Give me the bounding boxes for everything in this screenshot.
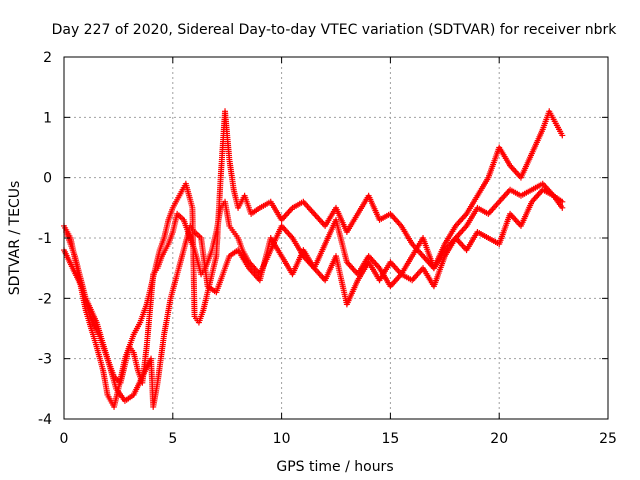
x-tick-label: 0 <box>60 431 69 447</box>
x-tick-label: 25 <box>599 431 617 447</box>
series-track-c <box>63 186 566 410</box>
y-tick-label: -2 <box>38 291 52 307</box>
chart-title: Day 227 of 2020, Sidereal Day-to-day VTE… <box>52 22 618 38</box>
grid-lines <box>64 57 608 419</box>
data-point <box>559 204 566 211</box>
x-axis-label: GPS time / hours <box>276 459 393 475</box>
y-tick-label: 1 <box>43 110 52 126</box>
y-axis-label: SDTVAR / TECUs <box>7 181 23 296</box>
x-tick-label: 5 <box>168 431 177 447</box>
y-axis-ticks: -4 -3 -2 -1 0 1 2 <box>38 50 608 428</box>
y-tick-label: -4 <box>38 412 52 428</box>
y-tick-label: -3 <box>38 352 52 368</box>
series-track-b <box>61 108 566 386</box>
x-tick-label: 15 <box>381 431 399 447</box>
data-points <box>61 108 566 410</box>
y-tick-label: 2 <box>43 50 52 66</box>
y-tick-label: 0 <box>43 171 52 187</box>
x-tick-label: 10 <box>273 431 291 447</box>
y-tick-label: -1 <box>38 231 52 247</box>
data-point <box>559 132 566 139</box>
x-axis-ticks: 0 5 10 15 20 25 <box>60 57 617 447</box>
x-tick-label: 20 <box>490 431 508 447</box>
